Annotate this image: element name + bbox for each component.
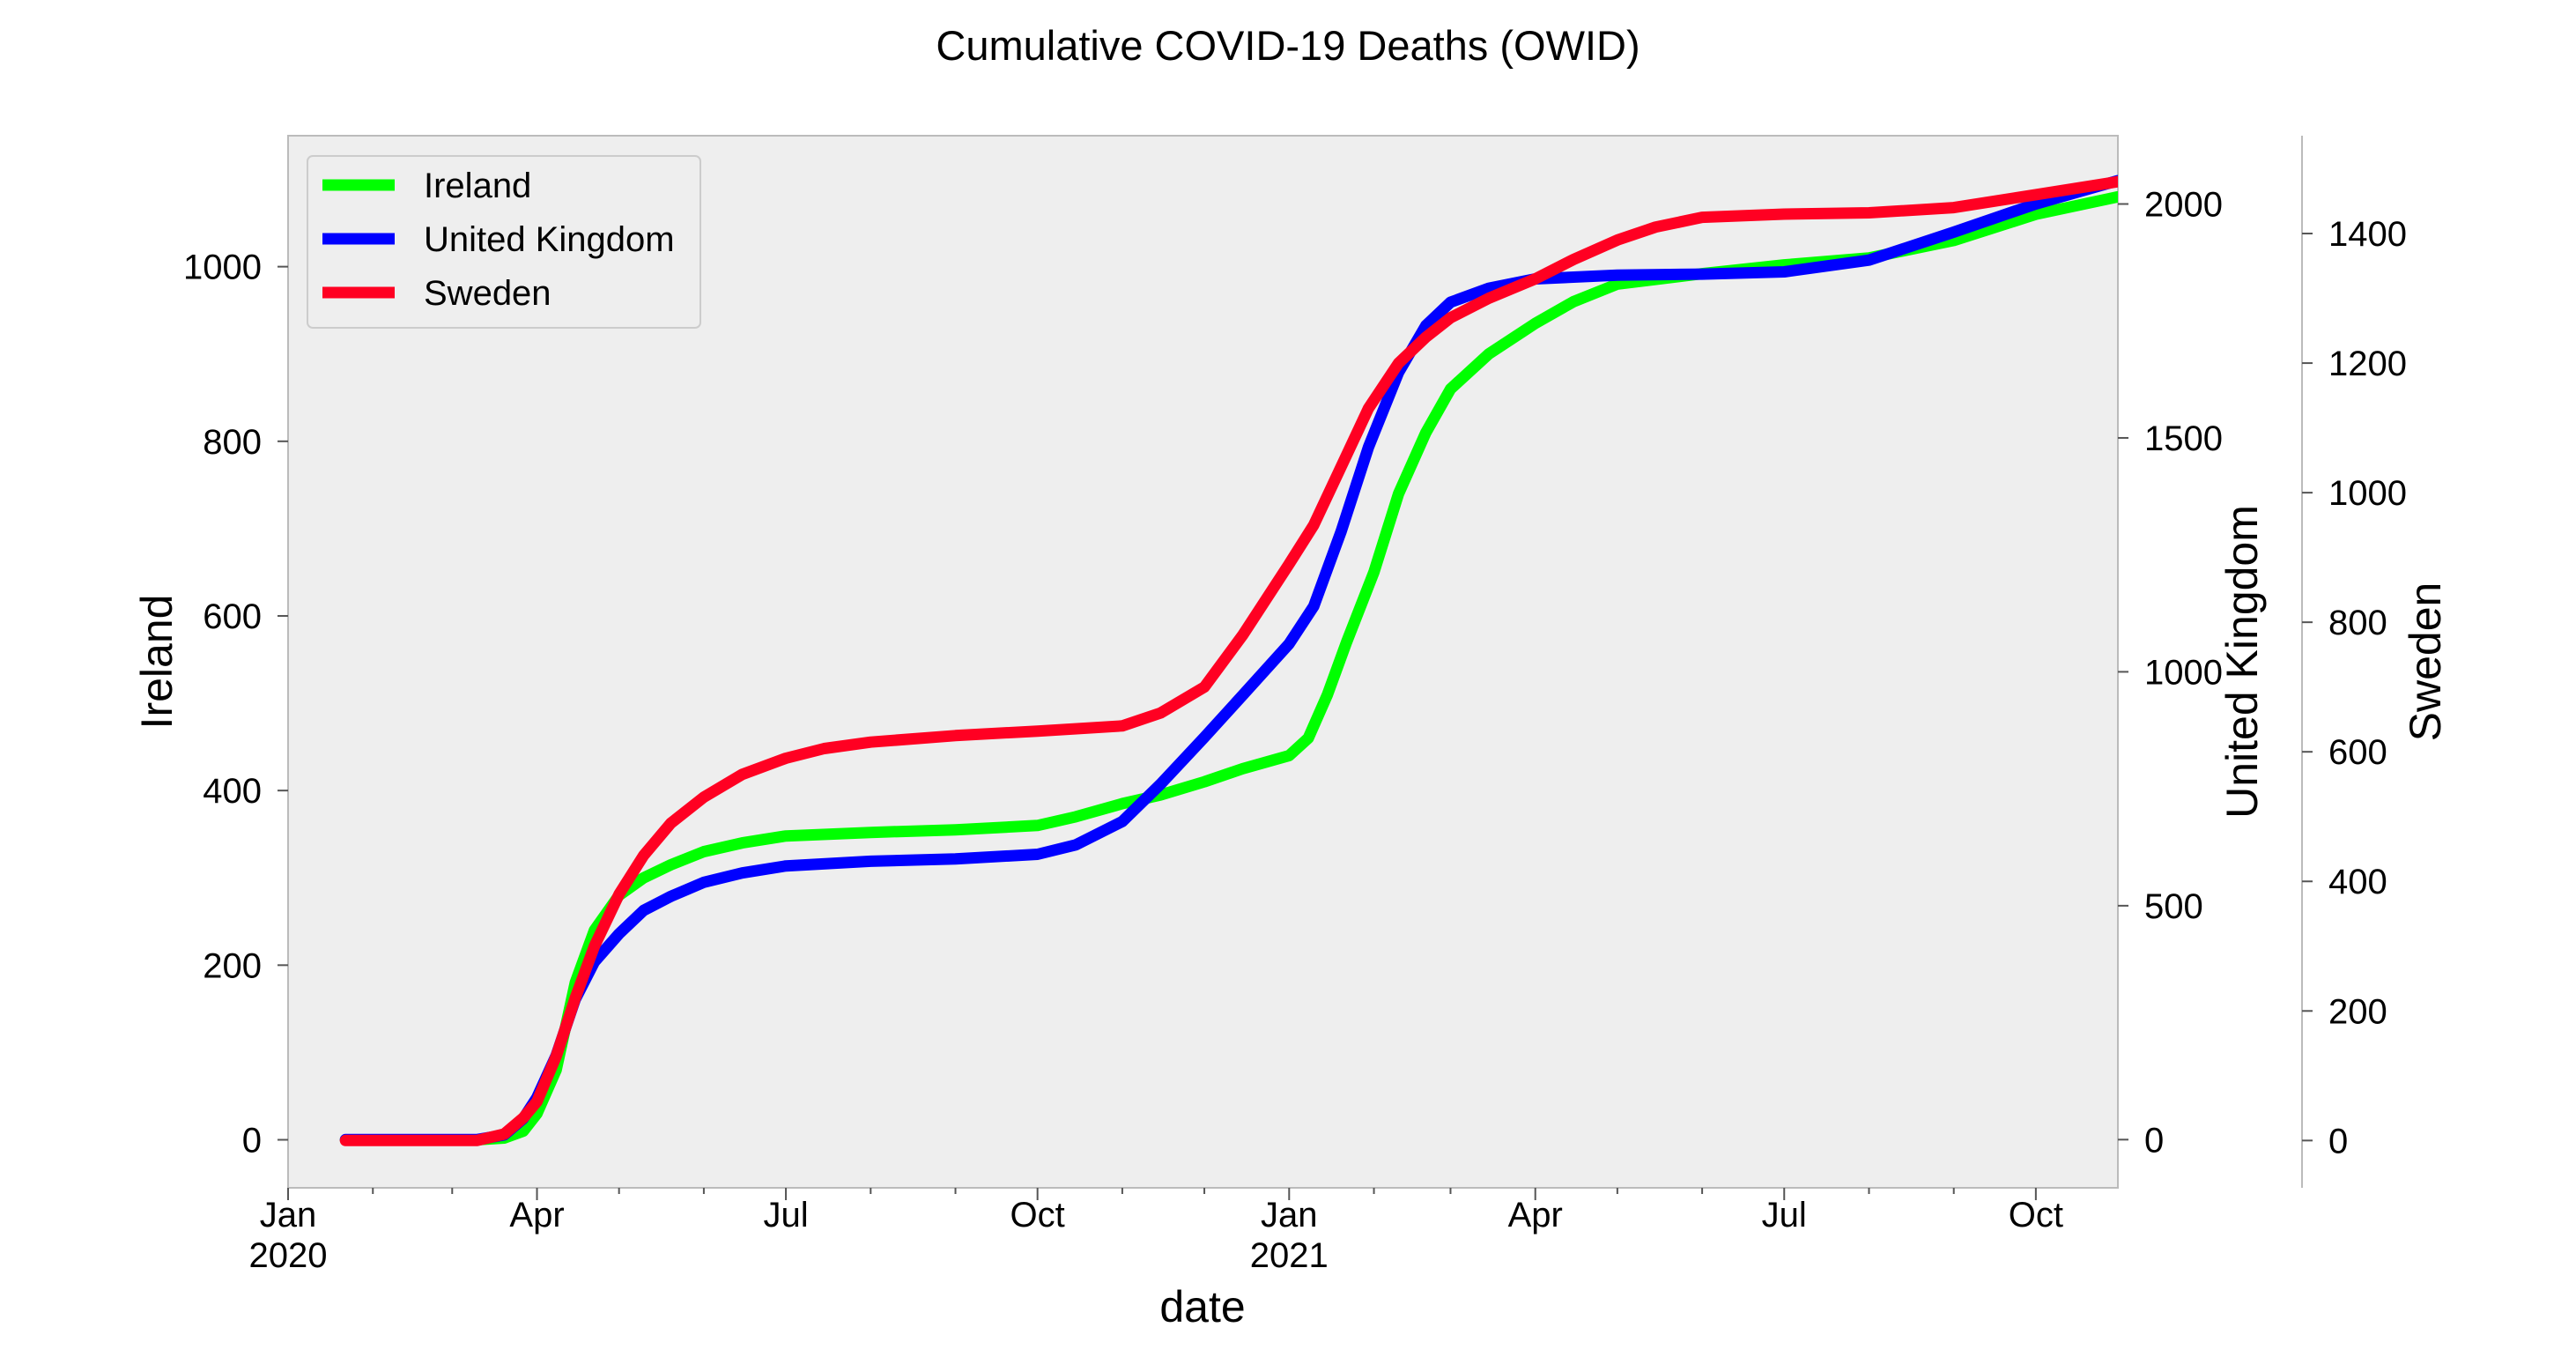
y-tick-label: 1200 <box>2328 345 2407 383</box>
y-tick-label: 200 <box>2328 992 2387 1031</box>
x-tick-label: Oct <box>2009 1196 2063 1235</box>
y-axis-ireland: 0 200 400 600 800 1000 Ireland <box>132 248 288 1160</box>
x-axis-label: date <box>1159 1282 1245 1331</box>
y-tick-label: 600 <box>203 597 262 636</box>
y-tick-label: 1000 <box>183 248 262 287</box>
x-tick-label: Apr <box>509 1196 564 1235</box>
y-tick-label: 800 <box>2328 604 2387 642</box>
x-tick-label: Jul <box>763 1196 808 1235</box>
x-tick-label: Oct <box>1010 1196 1065 1235</box>
y-tick-label: 800 <box>203 423 262 462</box>
y-tick-label: 2000 <box>2144 186 2223 225</box>
y-axis-label-united-kingdom: United Kingdom <box>2217 505 2267 819</box>
chart-title: Cumulative COVID-19 Deaths (OWID) <box>936 22 1640 69</box>
x-tick-year-label: 2020 <box>249 1236 328 1275</box>
y-tick-label: 200 <box>203 946 262 985</box>
y-tick-label: 0 <box>2144 1121 2164 1160</box>
legend-label-united-kingdom: United Kingdom <box>424 220 675 259</box>
y-tick-label: 500 <box>2144 887 2203 926</box>
y-axis-label-ireland: Ireland <box>132 595 181 730</box>
legend-label-ireland: Ireland <box>424 167 531 205</box>
legend-box <box>307 155 701 329</box>
y-tick-label: 1500 <box>2144 419 2223 458</box>
x-tick-year-label: 2021 <box>1250 1236 1329 1275</box>
y-tick-label: 600 <box>2328 733 2387 772</box>
x-tick-label: Jan <box>260 1196 317 1235</box>
y-tick-label: 1000 <box>2144 653 2223 692</box>
x-tick-label: Jan <box>1261 1196 1318 1235</box>
legend-label-sweden: Sweden <box>424 274 551 313</box>
y-axis-sweden: 0 200 400 600 800 1000 1200 1400 Sweden <box>2301 136 2450 1188</box>
y-tick-label: 400 <box>2328 863 2387 901</box>
y-axis-label-sweden: Sweden <box>2401 582 2450 742</box>
legend: Ireland United Kingdom Sweden <box>307 155 701 329</box>
y-axis-united-kingdom: 0 500 1000 1500 2000 United Kingdom <box>2118 186 2267 1160</box>
x-tick-label: Jul <box>1762 1196 1807 1235</box>
y-tick-label: 400 <box>203 772 262 811</box>
series-line-sweden <box>339 175 2118 1146</box>
x-tick-label: Apr <box>1508 1196 1563 1235</box>
y-tick-label: 0 <box>242 1122 262 1160</box>
y-tick-label: 0 <box>2328 1122 2348 1160</box>
series-layer <box>339 174 2118 1146</box>
y-tick-label: 1000 <box>2328 474 2407 513</box>
y-tick-label: 1400 <box>2328 215 2407 254</box>
